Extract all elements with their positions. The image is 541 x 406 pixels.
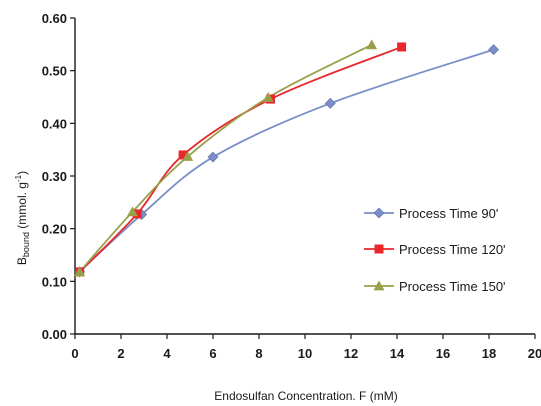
legend-marker [374, 244, 384, 254]
y-axis-label-main: B [15, 257, 29, 265]
data-point [397, 42, 407, 52]
data-point [74, 266, 86, 277]
y-axis-label-rest: (mmol. g [15, 182, 29, 232]
x-tick-labels: 0 2 4 6 8 10 12 14 16 18 20 [71, 334, 541, 361]
x-tick-label: 6 [209, 346, 216, 361]
legend-label: Process Time 90' [399, 206, 498, 221]
data-point [127, 206, 138, 217]
series-line-0 [78, 48, 494, 273]
data-point [132, 209, 142, 219]
x-axis-label: Endosulfan Concentration. F (mM) [214, 389, 397, 403]
x-tick-label: 8 [255, 346, 262, 361]
x-tick-label: 0 [71, 346, 78, 361]
x-tick-label: 14 [390, 346, 405, 361]
data-point [182, 151, 194, 161]
legend: Process Time 90' Process Time 120' Process… [364, 206, 506, 294]
y-tick-labels: 0.00 0.10 0.20 0.30 0.40 0.50 0.60 [42, 11, 75, 342]
series-lines [78, 44, 494, 273]
legend-label: Process Time 120' [399, 242, 506, 257]
data-point [324, 97, 336, 109]
data-point [488, 44, 500, 56]
x-tick-label: 12 [344, 346, 358, 361]
y-tick-label: 0.50 [42, 64, 67, 79]
y-tick-label: 0.20 [42, 222, 67, 237]
x-tick-label: 18 [482, 346, 496, 361]
y-tick-label: 0.30 [42, 169, 67, 184]
series-line-1 [78, 46, 402, 273]
series-line-2 [78, 44, 373, 273]
x-tick-label: 2 [117, 346, 124, 361]
y-axis-label-sup: -1 [14, 174, 23, 182]
data-point [262, 92, 274, 102]
y-tick-label: 0.00 [42, 327, 67, 342]
x-tick-label: 4 [163, 346, 171, 361]
x-tick-label: 20 [528, 346, 541, 361]
legend-label: Process Time 150' [399, 279, 506, 294]
data-point [366, 39, 378, 50]
y-tick-label: 0.10 [42, 274, 67, 289]
x-tick-label: 10 [298, 346, 312, 361]
data-point [207, 151, 219, 163]
data-point [178, 150, 188, 160]
series-markers [74, 39, 500, 278]
y-tick-label: 0.40 [42, 116, 67, 131]
y-axis-label: Bbound (mmol. g-1) [14, 171, 31, 265]
legend-marker [373, 207, 385, 219]
y-tick-label: 0.60 [42, 11, 67, 26]
y-axis-label-sub: bound [21, 232, 31, 257]
y-axis-label-end: ) [15, 171, 29, 175]
legend-marker [373, 280, 385, 291]
x-tick-label: 16 [436, 346, 450, 361]
